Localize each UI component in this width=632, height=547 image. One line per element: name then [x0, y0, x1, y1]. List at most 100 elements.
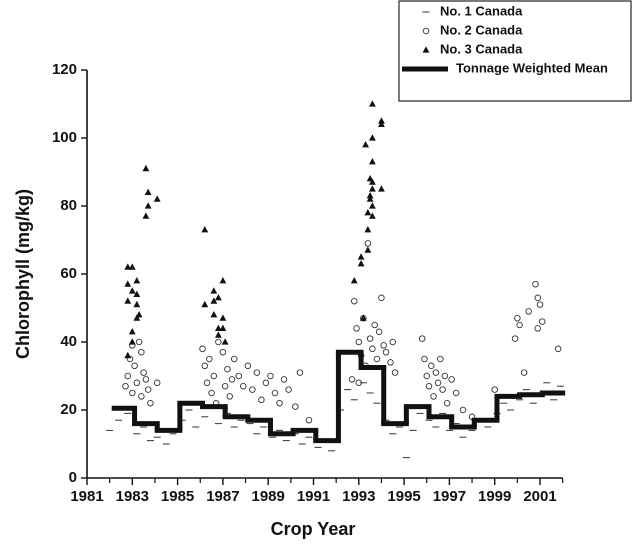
- y-tick-label: 60: [60, 265, 77, 282]
- circle-point: [516, 321, 523, 329]
- y-tick-label: 0: [69, 469, 77, 486]
- legend-label: No. 3 Canada: [440, 41, 523, 56]
- circle-point: [364, 240, 372, 247]
- triangle-point: [124, 280, 132, 287]
- circle-point: [353, 325, 360, 332]
- circle-point: [452, 389, 460, 397]
- legend-box: [398, 0, 632, 102]
- circle-point: [391, 369, 399, 376]
- circle-point: [124, 372, 132, 380]
- circle-point: [135, 338, 143, 346]
- circle-point: [296, 369, 304, 376]
- triangle-point: [378, 117, 385, 124]
- circle-point: [511, 335, 519, 342]
- circle-point: [439, 386, 446, 393]
- circle-point: [525, 308, 532, 315]
- circle-point: [459, 406, 467, 414]
- triangle-point: [128, 263, 136, 270]
- circle-point: [520, 369, 528, 376]
- circle-point: [138, 393, 145, 400]
- triangle-point: [368, 134, 376, 141]
- triangle-point: [364, 209, 372, 216]
- circle-point: [258, 396, 265, 404]
- legend-marker: [422, 27, 430, 35]
- circle-point: [355, 338, 363, 346]
- legend-label: No. 1 Canada: [440, 3, 523, 18]
- y-tick-label: 120: [52, 61, 77, 78]
- circle-point: [351, 297, 358, 305]
- triangle-point: [368, 202, 376, 209]
- triangle-point: [359, 314, 367, 321]
- circle-point: [366, 335, 374, 342]
- triangle-point: [153, 195, 161, 202]
- triangle-point: [378, 120, 385, 127]
- triangle-point: [219, 324, 227, 331]
- triangle-point: [144, 188, 152, 195]
- circle-point: [355, 379, 363, 387]
- circle-point: [235, 372, 243, 380]
- circle-point: [144, 386, 152, 393]
- triangle-point: [133, 314, 141, 321]
- circle-point: [221, 382, 229, 390]
- circle-point: [421, 355, 428, 363]
- triangle-point: [144, 202, 152, 209]
- circle-point: [224, 365, 231, 373]
- circle-point: [532, 280, 539, 288]
- triangle-point: [142, 212, 150, 219]
- circle-point: [554, 345, 562, 353]
- circle-point: [199, 345, 206, 353]
- triangle-point: [368, 158, 376, 165]
- circle-point: [215, 338, 222, 346]
- circle-point: [371, 321, 378, 329]
- triangle-point: [128, 287, 136, 294]
- triangle-point: [133, 300, 141, 308]
- y-tick-label: 40: [60, 333, 77, 350]
- triangle-point: [142, 164, 150, 172]
- triangle-point: [210, 311, 218, 318]
- circle-point: [434, 379, 442, 387]
- circle-point: [432, 369, 440, 376]
- triangle-point: [128, 338, 136, 345]
- triangle-point: [357, 260, 365, 267]
- circle-point: [253, 369, 261, 376]
- triangle-point: [378, 185, 385, 192]
- circle-point: [276, 399, 283, 407]
- x-axis-title: Crop Year: [271, 519, 356, 539]
- circle-point: [219, 348, 227, 356]
- circle-point: [375, 328, 383, 336]
- y-tick-label: 80: [60, 197, 77, 214]
- triangle-point: [214, 331, 222, 338]
- triangle-point: [364, 246, 372, 253]
- triangle-point: [364, 226, 372, 233]
- circle-point: [536, 301, 544, 308]
- x-tick-label: 1997: [433, 488, 466, 505]
- circle-point: [491, 386, 498, 393]
- circle-point: [140, 369, 147, 376]
- circle-point: [153, 379, 161, 387]
- circle-point: [228, 376, 236, 383]
- x-tick-label: 1993: [342, 488, 375, 505]
- triangle-point: [368, 178, 376, 185]
- y-tick-label: 20: [60, 401, 77, 418]
- circle-point: [133, 379, 141, 387]
- circle-point: [210, 372, 218, 380]
- triangle-point: [135, 311, 143, 318]
- triangle-point: [124, 351, 132, 359]
- y-axis-title: Chlorophyll (mg/kg): [13, 189, 33, 359]
- circle-point: [441, 372, 449, 380]
- circle-point: [285, 386, 292, 393]
- triangle-point: [366, 192, 374, 199]
- circle-point: [514, 314, 521, 322]
- circle-point: [389, 338, 397, 346]
- circle-point: [382, 348, 390, 356]
- y-tick-label: 100: [52, 129, 77, 146]
- circle-point: [430, 393, 437, 400]
- circle-point: [437, 355, 444, 363]
- legend-label: Tonnage Weighted Mean: [456, 60, 608, 75]
- circle-point: [262, 379, 270, 387]
- x-tick-label: 1991: [297, 488, 330, 505]
- circle-point: [292, 403, 299, 410]
- circle-point: [267, 372, 274, 380]
- x-tick-label: 2001: [523, 488, 556, 505]
